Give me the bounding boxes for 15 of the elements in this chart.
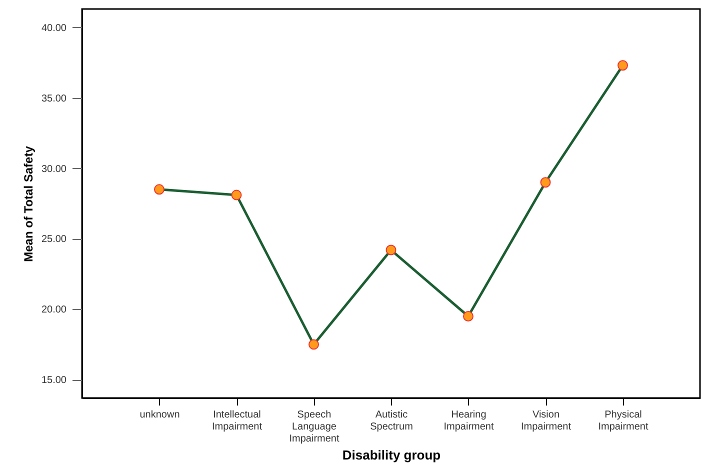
- y-tick-label: 20.00: [41, 304, 67, 316]
- x-axis-title: Disability group: [342, 448, 441, 462]
- y-tick-label: 25.00: [41, 234, 67, 246]
- x-tick-label: Intellectual Impairment: [212, 410, 262, 432]
- x-tick-label: Speech Language Impairment: [289, 410, 340, 444]
- y-tick-label: 40.00: [41, 22, 67, 34]
- x-tick-label: Autistic Spectrum: [370, 410, 413, 432]
- y-axis-title: Mean of Total Safety: [21, 146, 36, 262]
- x-tick-label: Physical Impairment: [598, 410, 648, 432]
- x-tick-label: Vision Impairment: [520, 410, 572, 432]
- y-tick-label: 35.00: [41, 93, 67, 104]
- y-tick-label: 30.00: [41, 164, 67, 175]
- y-tick-label: 15.00: [41, 375, 67, 386]
- x-tick-label: Hearing Impairment: [444, 410, 494, 432]
- x-tick-label: unknown: [140, 410, 180, 420]
